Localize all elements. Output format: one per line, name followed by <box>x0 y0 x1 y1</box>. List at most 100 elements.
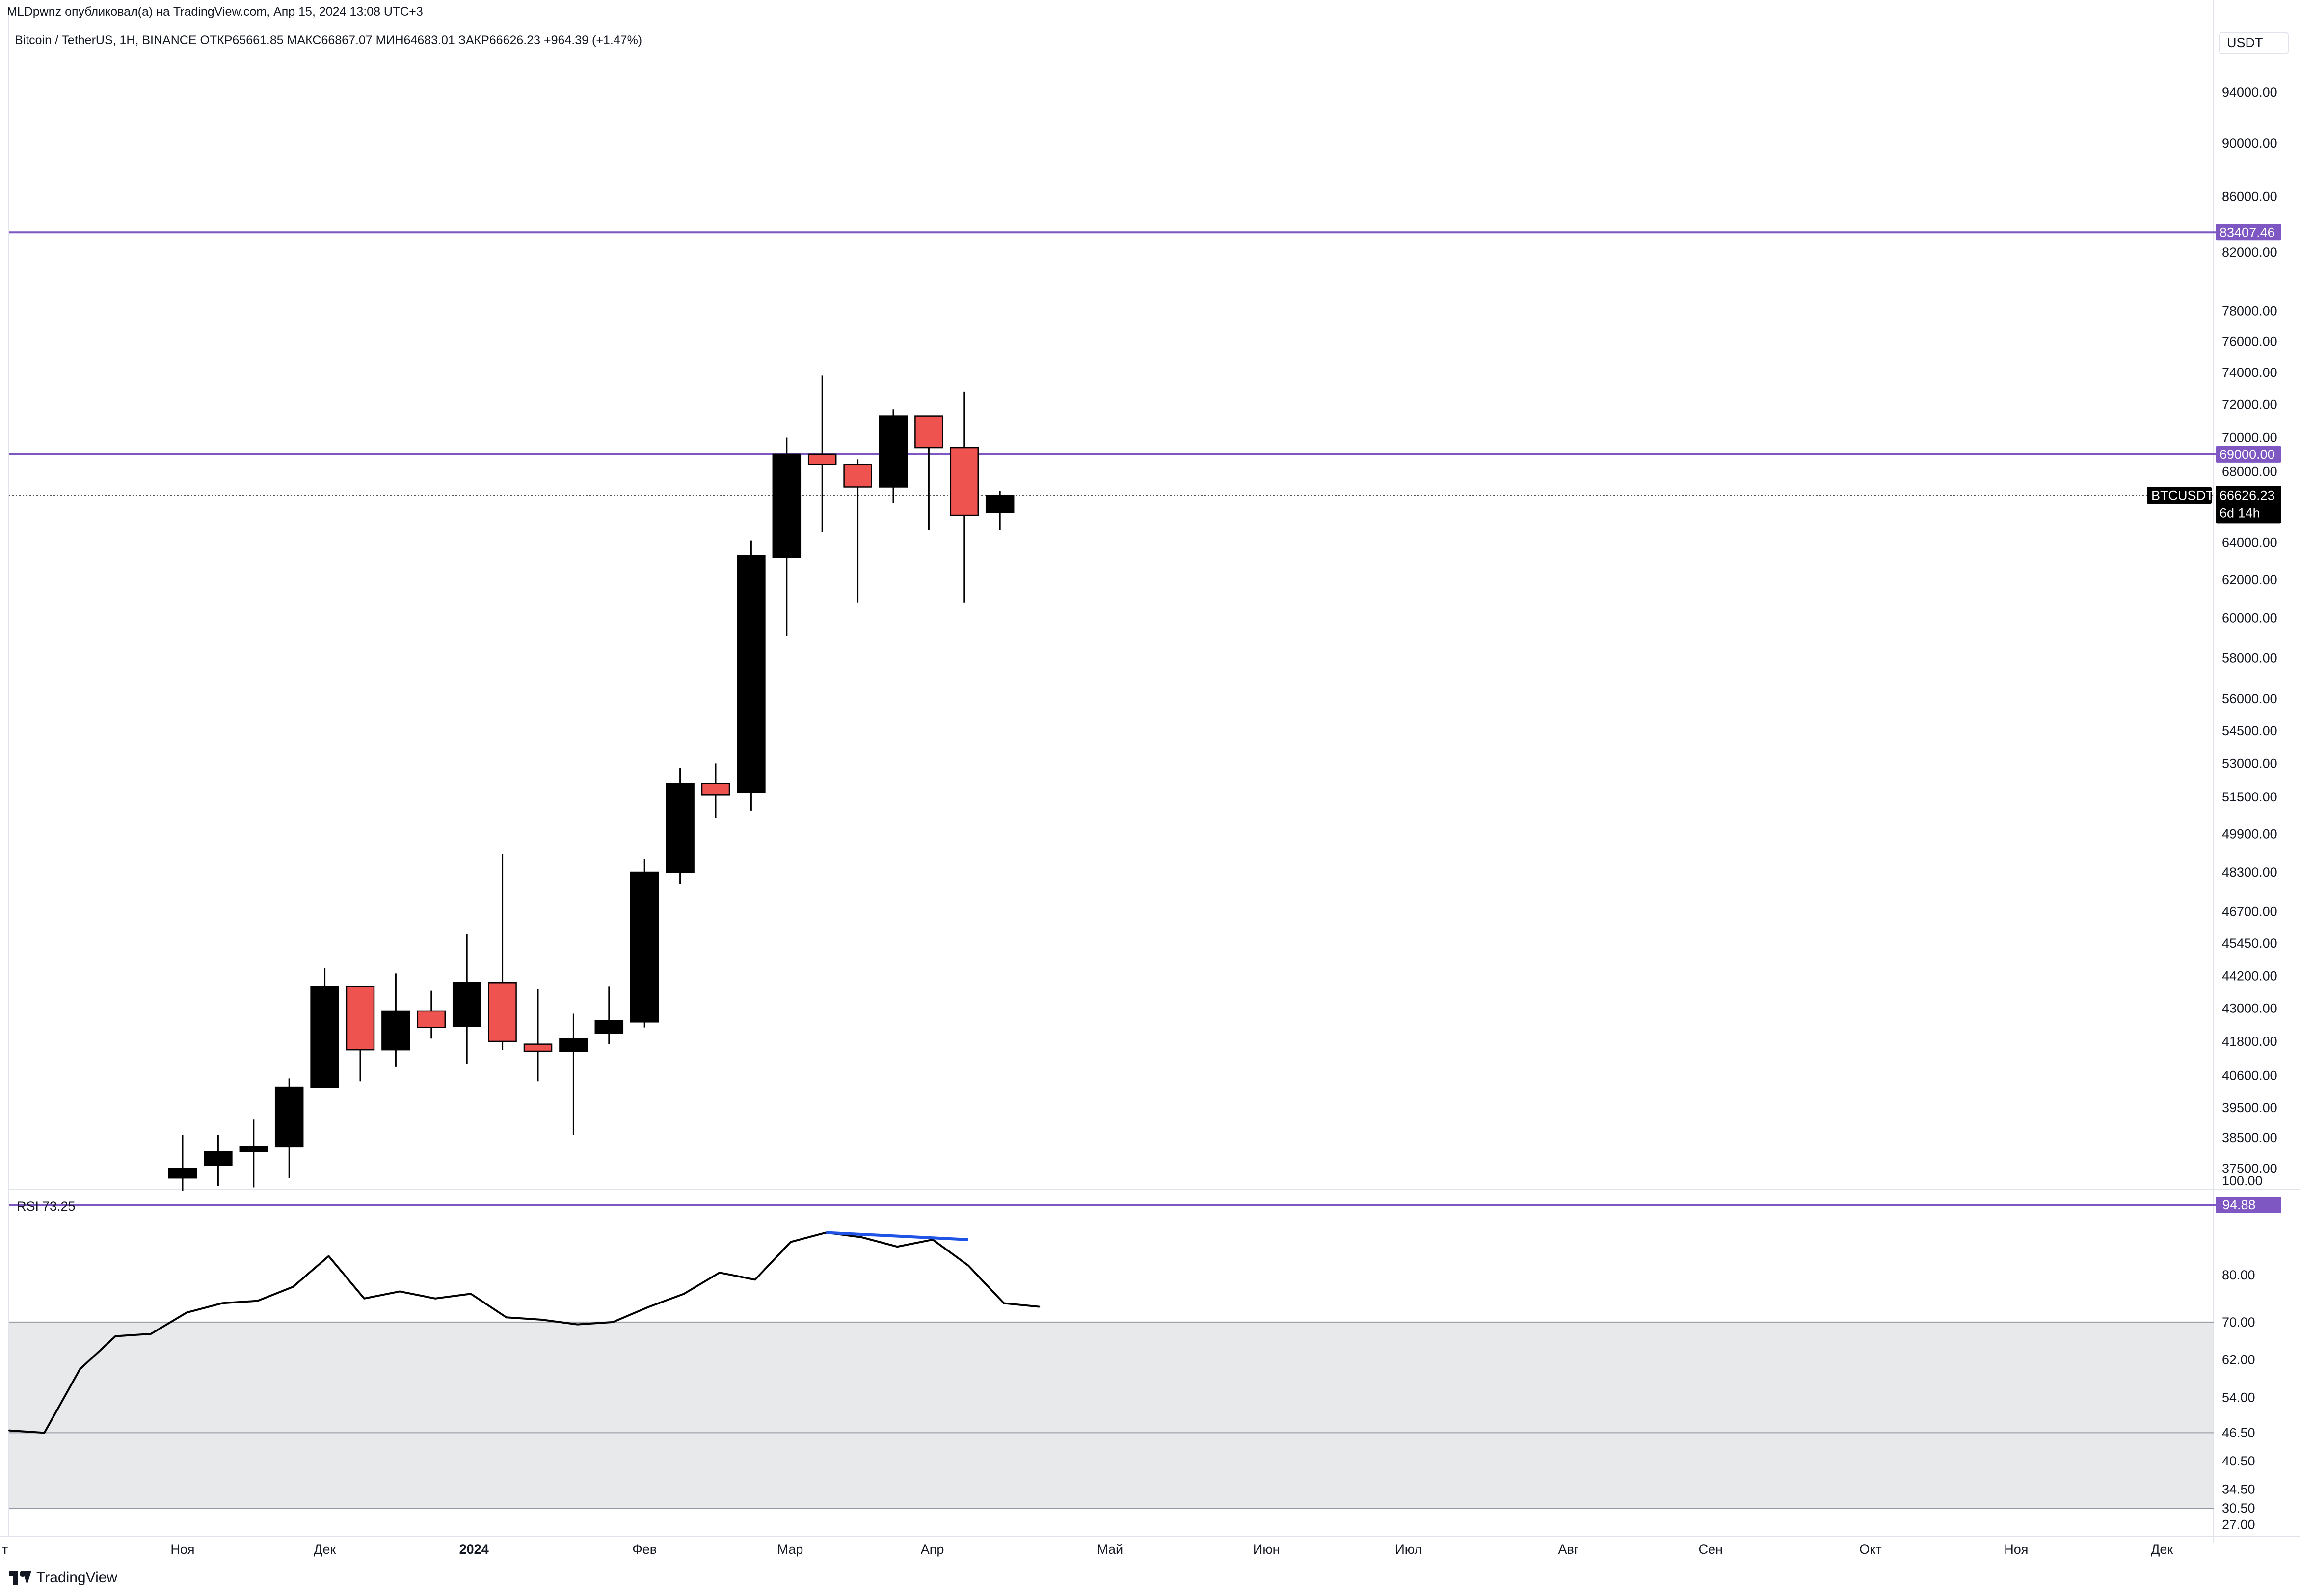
candle[interactable] <box>737 540 766 811</box>
candle-body-bear <box>346 986 375 1051</box>
rsi-point <box>541 1319 543 1321</box>
rsi-point <box>257 1300 259 1302</box>
rsi-point <box>647 1306 649 1308</box>
candle-body-bear <box>807 453 837 465</box>
candle-body-bear <box>843 464 872 488</box>
last-price-tag-text: 66626.23 <box>2220 488 2275 503</box>
rsi-level-tag <box>2216 1197 2281 1213</box>
rsi-legend-label: RSI <box>17 1199 39 1214</box>
rsi-point <box>896 1246 898 1248</box>
time-tick-label: Авг <box>1558 1542 1578 1557</box>
price-tick-label: 86000.00 <box>2222 189 2277 204</box>
rsi-point <box>754 1278 756 1280</box>
candle[interactable] <box>594 986 624 1044</box>
candle-body-bull <box>310 986 339 1088</box>
price-tick-label: 45450.00 <box>2222 936 2277 951</box>
rsi-point <box>719 1272 721 1274</box>
candle[interactable] <box>985 491 1015 531</box>
candle[interactable] <box>452 934 481 1064</box>
axes-layer: RSI 73.25 USDT 94000.00 90000.00 86000.00 8200… <box>2 32 2289 1557</box>
candle[interactable] <box>772 437 802 636</box>
candle[interactable] <box>168 1135 197 1191</box>
candle[interactable] <box>843 459 872 603</box>
price-tick-label: 53000.00 <box>2222 756 2277 771</box>
time-tick-label: Май <box>1097 1542 1123 1557</box>
rsi-point <box>114 1335 116 1337</box>
price-tick-label: 39500.00 <box>2222 1100 2277 1115</box>
rsi-point <box>399 1290 401 1292</box>
price-tick-label: 82000.00 <box>2222 245 2277 260</box>
candle[interactable] <box>274 1078 304 1178</box>
candle-body-bear <box>523 1043 553 1052</box>
candle[interactable] <box>381 973 410 1067</box>
time-tick-label: Окт <box>1859 1542 1881 1557</box>
candle-body-bull <box>737 555 766 793</box>
rsi-tick-label: 46.50 <box>2222 1425 2255 1440</box>
candle[interactable] <box>204 1135 233 1186</box>
level-price-tag <box>2216 224 2281 241</box>
candle[interactable] <box>346 986 375 1082</box>
candle[interactable] <box>559 1013 588 1135</box>
level-price-tag-text: 83407.46 <box>2220 225 2275 239</box>
candle[interactable] <box>310 968 339 1088</box>
rsi-point <box>150 1333 152 1335</box>
candle[interactable] <box>523 989 553 1082</box>
candle-body-bull <box>594 1020 624 1034</box>
price-tags-layer: 83407.46 69000.00 94.88 66626.23 6d 14h BTCUS… <box>2147 224 2281 1213</box>
rsi-tick-label: 70.00 <box>2222 1315 2255 1330</box>
symbol-info-line[interactable]: Bitcoin / TetherUS, 1H, BINANCE ОТКР6566… <box>15 33 642 47</box>
candle[interactable] <box>417 990 446 1039</box>
price-axis-currency: USDT <box>2227 35 2263 50</box>
rsi-tick-label: 80.00 <box>2222 1268 2255 1282</box>
candle[interactable] <box>488 854 517 1050</box>
candle-body-bear <box>417 1010 446 1028</box>
time-tick-label: Мар <box>777 1542 803 1557</box>
rsi-divergence-line[interactable] <box>826 1231 968 1241</box>
tradingview-logo[interactable]: TradingView <box>9 1569 117 1586</box>
candle[interactable] <box>239 1119 268 1188</box>
rsi-point <box>186 1312 187 1314</box>
time-tick-label: Дек <box>314 1542 336 1557</box>
price-tick-label: 94000.00 <box>2222 85 2277 100</box>
rsi-line[interactable] <box>8 1231 1040 1434</box>
candle[interactable] <box>950 391 979 603</box>
currency-selector-button[interactable] <box>2219 32 2289 54</box>
candle[interactable] <box>807 375 837 532</box>
price-tick-label: 43000.00 <box>2222 1001 2277 1015</box>
rsi-point <box>292 1286 294 1288</box>
tradingview-logo-icon <box>9 1571 31 1585</box>
candle-body-bear <box>914 415 943 449</box>
rsi-point <box>612 1321 614 1323</box>
candles-layer <box>168 375 1015 1191</box>
price-tick-label: 74000.00 <box>2222 365 2277 380</box>
price-tick-label: 68000.00 <box>2222 464 2277 479</box>
rsi-point <box>328 1255 330 1257</box>
candle[interactable] <box>666 768 695 884</box>
candle[interactable] <box>701 763 730 818</box>
candle-body-bull <box>666 783 695 873</box>
candle-body-bear <box>488 982 517 1042</box>
rsi-point <box>861 1236 863 1238</box>
time-tick-label: Июл <box>1395 1542 1422 1557</box>
candle[interactable] <box>630 859 659 1028</box>
rsi-point <box>79 1368 81 1370</box>
candle-body-bull <box>204 1151 233 1166</box>
rsi-point <box>683 1293 685 1295</box>
rsi-point <box>434 1298 436 1300</box>
countdown-tag-text: 6d 14h <box>2220 505 2260 520</box>
price-tick-label: 48300.00 <box>2222 865 2277 879</box>
rsi-band-layer <box>9 1322 2214 1508</box>
rsi-tick-label: 34.50 <box>2222 1482 2255 1497</box>
rsi-point <box>967 1265 969 1267</box>
rsi-tick-label: 40.50 <box>2222 1454 2255 1468</box>
price-tick-label: 90000.00 <box>2222 136 2277 151</box>
candle[interactable] <box>914 415 943 530</box>
level-price-tag-text: 69000.00 <box>2220 447 2275 462</box>
candle-body-bull <box>168 1168 197 1179</box>
rsi-point <box>8 1430 10 1432</box>
price-tick-label: 40600.00 <box>2222 1068 2277 1083</box>
rsi-point <box>221 1302 223 1304</box>
candle[interactable] <box>879 409 908 503</box>
time-tick-label: т <box>2 1542 8 1557</box>
